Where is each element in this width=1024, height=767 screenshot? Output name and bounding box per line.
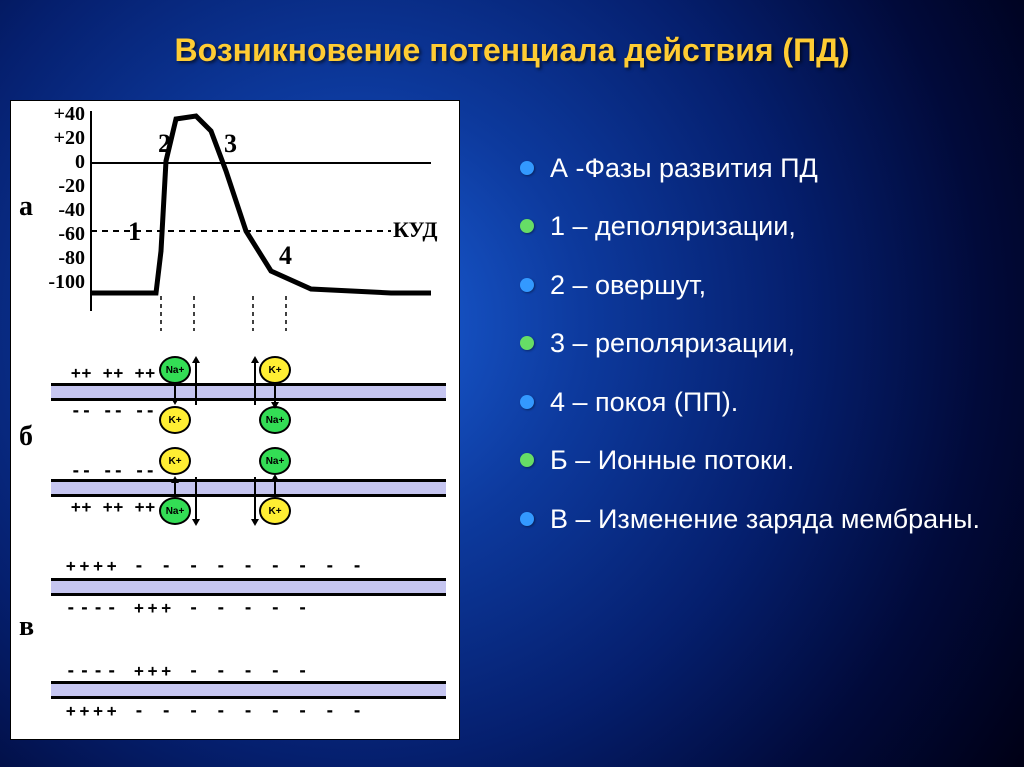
membrane-c-bot (51, 681, 446, 699)
ion-na: Na+ (159, 356, 191, 384)
bullet-text: В – Изменение заряда мембраны. (550, 501, 1000, 537)
panel-b-bot-charges: ++ ++ ++ (71, 497, 156, 516)
slide-title: Возникновение потенциала действия (ПД) (0, 32, 1024, 69)
ion-na: Na+ (159, 497, 191, 525)
arrow-icon (254, 361, 256, 405)
phase-1-label: 1 (128, 217, 141, 247)
panel-c-top-in: ---- +++ - - - - - (66, 598, 311, 617)
bullet-dot-icon (520, 336, 534, 350)
bullet-text: 2 – овершут, (550, 267, 1000, 303)
membrane-b-top (51, 383, 446, 401)
arrow-icon (174, 386, 176, 400)
ion-na: Na+ (259, 406, 291, 434)
bullet-text: 1 – деполяризации, (550, 208, 1000, 244)
bullet-dot-icon (520, 512, 534, 526)
ion-k: K+ (259, 497, 291, 525)
membrane-c-top (51, 578, 446, 596)
bullet-dot-icon (520, 395, 534, 409)
panel-c-top-out: ++++ - - - - - - - - - (66, 556, 366, 575)
ion-k: K+ (259, 356, 291, 384)
bullet-text: Б – Ионные потоки. (550, 442, 1000, 478)
bullet-item: 1 – деполяризации, (520, 208, 1000, 244)
ion-k: K+ (159, 406, 191, 434)
ion-na: Na+ (259, 447, 291, 475)
bullet-text: 4 – покоя (ПП). (550, 384, 1000, 420)
panel-c-bot-in: ---- +++ - - - - - (66, 661, 311, 680)
arrow-icon (195, 477, 197, 521)
bullet-text: 3 – реполяризации, (550, 325, 1000, 361)
bullet-dot-icon (520, 453, 534, 467)
bullet-item: В – Изменение заряда мембраны. (520, 501, 1000, 537)
bullet-item: 4 – покоя (ПП). (520, 384, 1000, 420)
arrow-icon (274, 479, 276, 497)
arrow-icon (195, 361, 197, 405)
phase-4-label: 4 (279, 241, 292, 271)
bullet-item: 2 – овершут, (520, 267, 1000, 303)
arrow-icon (174, 481, 176, 495)
diagram-container: а +40+200-20-40-60-80-100 1 2 3 4 КУД б … (10, 100, 460, 740)
bullet-dot-icon (520, 219, 534, 233)
membrane-b-bot (51, 479, 446, 497)
panel-label-b: б (19, 421, 33, 453)
bullet-item: А -Фазы развития ПД (520, 150, 1000, 186)
panel-b-top-charges: ++ ++ ++ (71, 363, 156, 382)
panel-label-c: в (19, 611, 34, 643)
panel-c-bot-out: ++++ - - - - - - - - - (66, 701, 366, 720)
phase-2-label: 2 (158, 129, 171, 159)
bullet-item: Б – Ионные потоки. (520, 442, 1000, 478)
bullet-dot-icon (520, 278, 534, 292)
panel-b-inner-bot: -- -- -- (71, 461, 156, 480)
panel-b-inner-top: -- -- -- (71, 401, 156, 420)
phase-3-label: 3 (224, 129, 237, 159)
arrow-icon (254, 477, 256, 521)
arrow-icon (274, 386, 276, 404)
bullet-text: А -Фазы развития ПД (550, 150, 1000, 186)
kud-label: КУД (393, 217, 438, 243)
bullet-dot-icon (520, 161, 534, 175)
bullet-list: А -Фазы развития ПД 1 – деполяризации, 2 –… (520, 150, 1000, 559)
bullet-item: 3 – реполяризации, (520, 325, 1000, 361)
ion-k: K+ (159, 447, 191, 475)
